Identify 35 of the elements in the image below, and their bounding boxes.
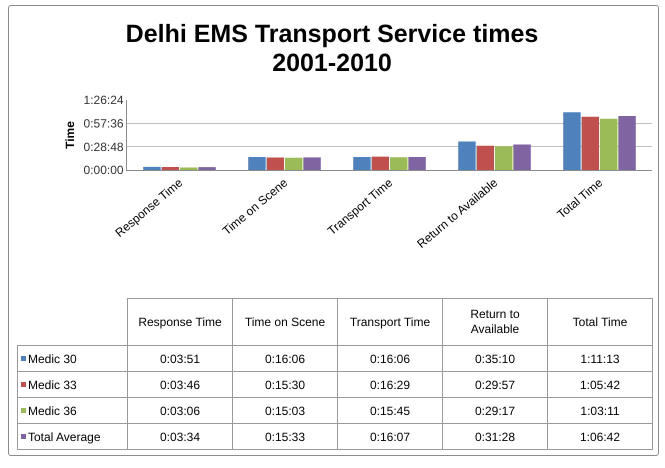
legend-label: Medic 30	[28, 352, 77, 366]
y-tick-label: 0:28:48	[84, 140, 124, 154]
data-label: 1:05:42	[548, 372, 652, 398]
data-label: 0:16:29	[338, 372, 442, 398]
legend-label: Medic 36	[28, 404, 77, 418]
data-label: 0:15:33	[232, 424, 338, 450]
category-label: Total Time	[572, 314, 628, 328]
data-label: 0:29:17	[442, 398, 548, 424]
category-label: Return to Available	[470, 307, 520, 336]
data-label: 0:31:28	[442, 424, 548, 450]
category-label: Time on Scene	[244, 314, 326, 328]
data-label: 1:06:42	[548, 424, 652, 450]
category-label: Response Time	[138, 314, 222, 328]
data-label: 0:03:51	[128, 346, 232, 372]
legend-label: Medic 33	[28, 378, 77, 392]
data-label: 0:15:45	[338, 398, 442, 424]
data-label: 0:15:30	[232, 372, 338, 398]
data-label: 0:16:06	[338, 346, 442, 372]
data-label: 0:03:06	[128, 398, 232, 424]
y-axis-title: Time	[62, 120, 77, 149]
data-label: 0:29:57	[442, 372, 548, 398]
data-label: 0:16:07	[338, 424, 442, 450]
y-tick-label: 1:26:24	[84, 93, 124, 108]
data-label: 0:03:46	[128, 372, 232, 398]
legend-label: Total Average	[28, 430, 100, 444]
data-label: 1:03:11	[548, 398, 652, 424]
category-label: Transport Time	[350, 314, 430, 328]
y-tick-label: 0:57:36	[84, 116, 124, 131]
data-label: 0:03:34	[128, 424, 232, 450]
data-label: 0:15:03	[232, 398, 338, 424]
data-label: 0:16:06	[232, 346, 338, 372]
y-tick-label: 0:00:00	[84, 163, 124, 178]
chart-title: Delhi EMS Transport Service times 2001-2010	[124, 20, 540, 78]
data-label: 0:35:10	[442, 346, 548, 372]
data-label: 1:11:13	[548, 346, 652, 372]
